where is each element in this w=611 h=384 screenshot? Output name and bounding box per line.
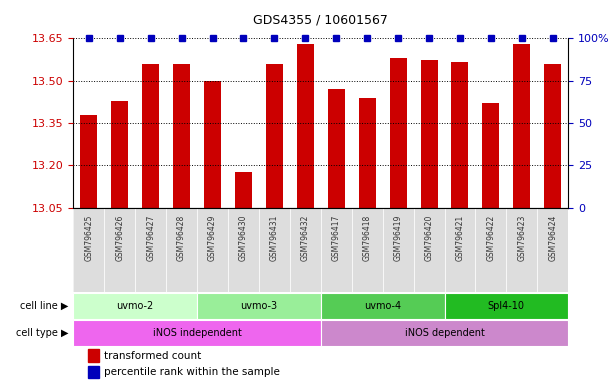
Bar: [259, 208, 290, 293]
Text: GSM796426: GSM796426: [115, 215, 124, 261]
Bar: [445, 293, 568, 319]
Bar: [445, 208, 475, 293]
Text: GSM796430: GSM796430: [239, 215, 248, 261]
Text: GSM796429: GSM796429: [208, 215, 217, 261]
Text: transformed count: transformed count: [104, 351, 201, 361]
Bar: [235, 172, 252, 208]
Text: GSM796417: GSM796417: [332, 215, 341, 261]
Text: GSM796423: GSM796423: [518, 215, 526, 261]
Text: GSM796425: GSM796425: [84, 215, 93, 261]
Text: GSM796421: GSM796421: [455, 215, 464, 261]
Bar: [88, 366, 99, 379]
Bar: [204, 81, 221, 208]
Text: uvmo-2: uvmo-2: [117, 301, 154, 311]
Text: iNOS independent: iNOS independent: [153, 328, 241, 338]
Bar: [359, 98, 376, 208]
Bar: [414, 208, 445, 293]
Bar: [321, 320, 568, 346]
Bar: [197, 293, 321, 319]
Bar: [73, 208, 104, 293]
Text: GSM796424: GSM796424: [548, 215, 557, 261]
Text: uvmo-4: uvmo-4: [364, 301, 401, 311]
Text: GSM796422: GSM796422: [486, 215, 496, 261]
Text: uvmo-3: uvmo-3: [240, 301, 277, 311]
Bar: [507, 208, 537, 293]
Bar: [166, 208, 197, 293]
Bar: [197, 208, 228, 293]
Text: cell type ▶: cell type ▶: [16, 328, 68, 338]
Bar: [104, 208, 135, 293]
Bar: [80, 114, 97, 208]
Bar: [88, 349, 99, 362]
Bar: [475, 208, 507, 293]
Bar: [173, 64, 190, 208]
Text: GDS4355 / 10601567: GDS4355 / 10601567: [254, 14, 388, 27]
Bar: [73, 320, 321, 346]
Bar: [513, 44, 530, 208]
Bar: [142, 64, 159, 208]
Bar: [73, 293, 197, 319]
Bar: [420, 60, 437, 208]
Bar: [321, 293, 445, 319]
Text: cell line ▶: cell line ▶: [20, 301, 68, 311]
Bar: [297, 44, 314, 208]
Text: GSM796419: GSM796419: [393, 215, 403, 261]
Text: percentile rank within the sample: percentile rank within the sample: [104, 367, 280, 377]
Text: GSM796427: GSM796427: [146, 215, 155, 261]
Text: GSM796428: GSM796428: [177, 215, 186, 261]
Text: GSM796420: GSM796420: [425, 215, 434, 261]
Text: Spl4-10: Spl4-10: [488, 301, 525, 311]
Bar: [266, 64, 283, 208]
Bar: [111, 101, 128, 208]
Bar: [228, 208, 259, 293]
Bar: [382, 208, 414, 293]
Text: GSM796418: GSM796418: [363, 215, 371, 261]
Text: GSM796431: GSM796431: [270, 215, 279, 261]
Bar: [321, 208, 352, 293]
Bar: [390, 58, 406, 208]
Bar: [537, 208, 568, 293]
Bar: [327, 89, 345, 208]
Bar: [483, 103, 499, 208]
Bar: [352, 208, 382, 293]
Bar: [452, 62, 469, 208]
Bar: [135, 208, 166, 293]
Bar: [544, 64, 562, 208]
Bar: [290, 208, 321, 293]
Text: iNOS dependent: iNOS dependent: [404, 328, 485, 338]
Text: GSM796432: GSM796432: [301, 215, 310, 261]
